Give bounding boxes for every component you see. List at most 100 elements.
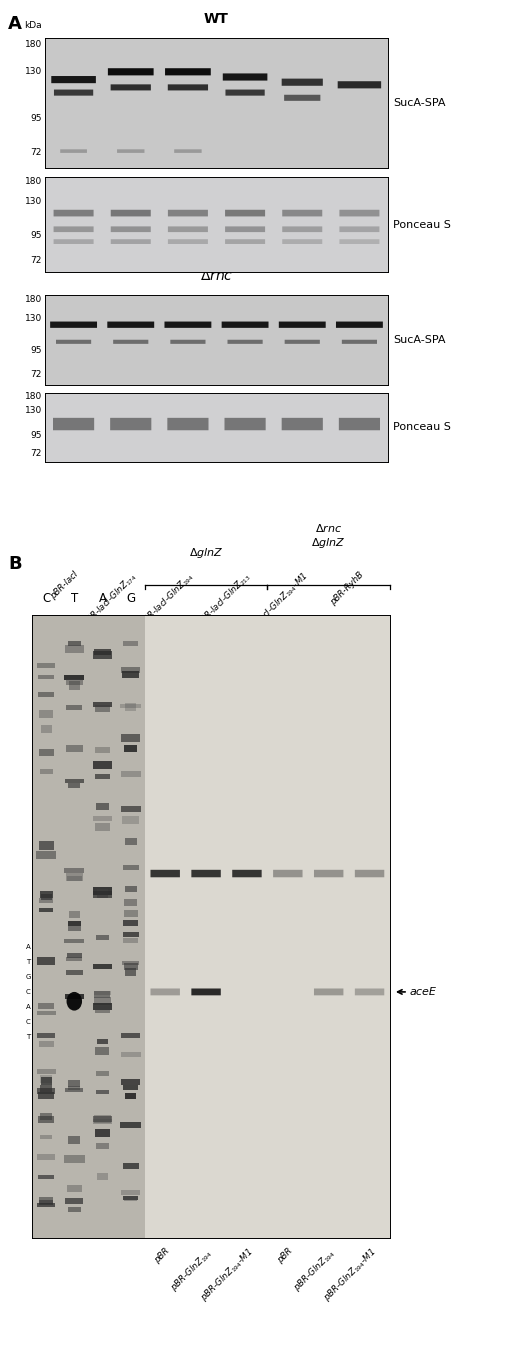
FancyBboxPatch shape	[64, 939, 84, 943]
FancyBboxPatch shape	[284, 339, 320, 343]
FancyBboxPatch shape	[225, 226, 265, 232]
FancyBboxPatch shape	[125, 838, 137, 845]
Text: 130: 130	[25, 407, 42, 415]
FancyBboxPatch shape	[168, 210, 208, 217]
FancyBboxPatch shape	[223, 74, 267, 81]
FancyBboxPatch shape	[121, 772, 141, 777]
Text: Ponceau S: Ponceau S	[393, 423, 451, 432]
Text: pBR-lacI-GlnZ$_{194}$-M1: pBR-lacI-GlnZ$_{194}$-M1	[240, 570, 311, 641]
FancyBboxPatch shape	[38, 675, 54, 679]
FancyBboxPatch shape	[95, 748, 110, 753]
FancyBboxPatch shape	[122, 1079, 140, 1086]
Text: pBR-lacI-GlnZ$_{213}$: pBR-lacI-GlnZ$_{213}$	[194, 570, 254, 630]
FancyBboxPatch shape	[38, 692, 54, 696]
FancyBboxPatch shape	[168, 85, 208, 90]
FancyBboxPatch shape	[39, 1200, 53, 1206]
FancyBboxPatch shape	[282, 240, 322, 244]
FancyBboxPatch shape	[97, 1173, 108, 1180]
FancyBboxPatch shape	[39, 908, 53, 912]
FancyBboxPatch shape	[171, 339, 205, 343]
FancyBboxPatch shape	[96, 935, 109, 940]
FancyBboxPatch shape	[282, 210, 322, 217]
FancyBboxPatch shape	[93, 761, 112, 769]
FancyBboxPatch shape	[65, 994, 84, 999]
FancyBboxPatch shape	[68, 641, 81, 647]
FancyBboxPatch shape	[40, 898, 53, 904]
FancyBboxPatch shape	[94, 1004, 112, 1010]
Text: 72: 72	[31, 449, 42, 458]
FancyBboxPatch shape	[66, 745, 83, 752]
FancyBboxPatch shape	[123, 938, 138, 943]
FancyBboxPatch shape	[66, 706, 83, 710]
FancyBboxPatch shape	[282, 418, 323, 430]
FancyBboxPatch shape	[39, 710, 53, 718]
FancyBboxPatch shape	[117, 150, 145, 154]
FancyBboxPatch shape	[164, 322, 211, 327]
FancyBboxPatch shape	[36, 851, 56, 858]
Text: 130: 130	[25, 197, 42, 206]
FancyBboxPatch shape	[314, 989, 343, 995]
FancyBboxPatch shape	[121, 667, 140, 674]
FancyBboxPatch shape	[54, 89, 93, 96]
FancyBboxPatch shape	[339, 418, 380, 430]
FancyBboxPatch shape	[56, 339, 91, 343]
FancyBboxPatch shape	[124, 963, 137, 970]
Text: 95: 95	[31, 232, 42, 240]
Text: 72: 72	[31, 369, 42, 379]
FancyBboxPatch shape	[60, 150, 87, 154]
FancyBboxPatch shape	[124, 745, 137, 752]
FancyBboxPatch shape	[113, 339, 148, 343]
Text: pBR-lacI-GlnZ$_{174}$: pBR-lacI-GlnZ$_{174}$	[80, 570, 140, 630]
FancyBboxPatch shape	[96, 823, 110, 831]
FancyBboxPatch shape	[67, 1185, 82, 1192]
Text: C: C	[42, 591, 50, 605]
FancyBboxPatch shape	[110, 418, 151, 430]
FancyBboxPatch shape	[68, 1136, 81, 1144]
Text: aceE: aceE	[410, 987, 437, 997]
FancyBboxPatch shape	[38, 749, 54, 756]
FancyBboxPatch shape	[94, 1115, 111, 1122]
FancyBboxPatch shape	[38, 1092, 54, 1099]
FancyBboxPatch shape	[342, 339, 377, 343]
FancyBboxPatch shape	[40, 769, 53, 775]
FancyBboxPatch shape	[284, 94, 320, 101]
FancyBboxPatch shape	[125, 886, 137, 892]
FancyBboxPatch shape	[65, 645, 84, 653]
FancyBboxPatch shape	[36, 1070, 56, 1074]
Text: 72: 72	[31, 148, 42, 156]
FancyBboxPatch shape	[121, 1052, 141, 1057]
Text: 95: 95	[31, 346, 42, 356]
FancyBboxPatch shape	[355, 989, 384, 995]
FancyBboxPatch shape	[124, 898, 137, 905]
FancyBboxPatch shape	[38, 1041, 54, 1047]
FancyBboxPatch shape	[95, 704, 110, 713]
FancyBboxPatch shape	[111, 240, 151, 244]
FancyBboxPatch shape	[66, 956, 83, 960]
FancyBboxPatch shape	[67, 954, 82, 958]
FancyBboxPatch shape	[122, 960, 139, 964]
FancyBboxPatch shape	[125, 1092, 136, 1099]
FancyBboxPatch shape	[51, 75, 96, 84]
FancyBboxPatch shape	[37, 1203, 55, 1207]
FancyBboxPatch shape	[225, 240, 265, 244]
Text: 180: 180	[25, 392, 42, 401]
FancyBboxPatch shape	[41, 1084, 52, 1092]
FancyBboxPatch shape	[68, 784, 81, 788]
FancyBboxPatch shape	[96, 1047, 110, 1055]
FancyBboxPatch shape	[37, 1154, 55, 1160]
FancyBboxPatch shape	[94, 997, 111, 1005]
FancyBboxPatch shape	[96, 803, 109, 810]
Text: B: B	[8, 555, 22, 572]
FancyBboxPatch shape	[66, 679, 83, 684]
FancyBboxPatch shape	[40, 1136, 52, 1140]
FancyBboxPatch shape	[96, 1071, 109, 1076]
FancyBboxPatch shape	[95, 991, 110, 998]
FancyBboxPatch shape	[95, 775, 110, 779]
FancyBboxPatch shape	[123, 920, 138, 925]
Text: 72: 72	[31, 256, 42, 265]
FancyBboxPatch shape	[95, 1006, 110, 1013]
FancyBboxPatch shape	[111, 210, 151, 217]
Text: G: G	[25, 974, 31, 981]
FancyBboxPatch shape	[93, 963, 112, 970]
FancyBboxPatch shape	[226, 89, 265, 96]
